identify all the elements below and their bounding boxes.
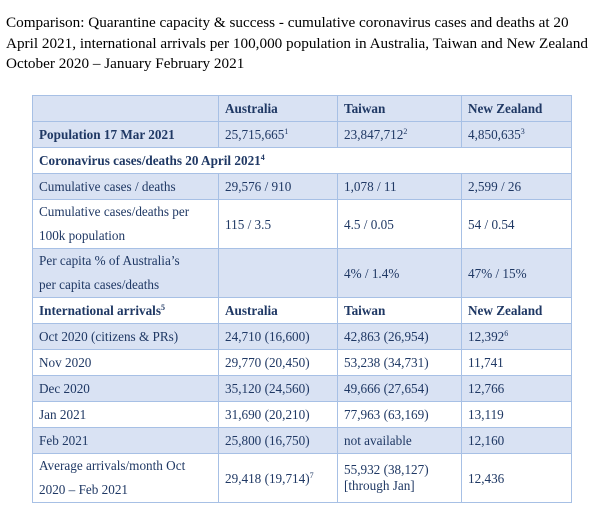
average-label: Average arrivals/month Oct 2020 – Feb 202… bbox=[32, 453, 219, 503]
arrivals-new-zealand: 12,3926 bbox=[461, 323, 572, 350]
table-row: Feb 2021 25,800 (16,750) not available 1… bbox=[32, 427, 572, 454]
arrivals-australia: 25,800 (16,750) bbox=[218, 427, 338, 454]
percapita-label: Per capita % of Australia’s per capita ca… bbox=[32, 248, 219, 298]
arrivals-new-zealand: 13,119 bbox=[461, 401, 572, 428]
per100k-taiwan: 4.5 / 0.05 bbox=[337, 199, 462, 249]
arrivals-taiwan: 49,666 (27,654) bbox=[337, 375, 462, 402]
arrivals-australia: 29,770 (20,450) bbox=[218, 349, 338, 376]
per100k-new-zealand: 54 / 0.54 bbox=[461, 199, 572, 249]
per100k-australia: 115 / 3.5 bbox=[218, 199, 338, 249]
arrivals-header-australia: Australia bbox=[218, 297, 338, 324]
population-row: Population 17 Mar 2021 25,715,6651 23,84… bbox=[32, 121, 572, 148]
header-new-zealand: New Zealand bbox=[461, 95, 572, 122]
per100k-label: Cumulative cases/deaths per 100k populati… bbox=[32, 199, 219, 249]
percapita-australia bbox=[218, 248, 338, 298]
arrivals-month: Feb 2021 bbox=[32, 427, 219, 454]
arrivals-new-zealand: 12,160 bbox=[461, 427, 572, 454]
percapita-new-zealand: 47% / 15% bbox=[461, 248, 572, 298]
cumulative-row: Cumulative cases / deaths 29,576 / 910 1… bbox=[32, 173, 572, 200]
cases-section-label: Coronavirus cases/deaths 20 April 20214 bbox=[32, 147, 572, 174]
population-taiwan: 23,847,7122 bbox=[337, 121, 462, 148]
average-australia: 29,418 (19,714)7 bbox=[218, 453, 338, 503]
table-row: Nov 2020 29,770 (20,450) 53,238 (34,731)… bbox=[32, 349, 572, 376]
header-taiwan: Taiwan bbox=[337, 95, 462, 122]
population-label: Population 17 Mar 2021 bbox=[32, 121, 219, 148]
arrivals-month: Dec 2020 bbox=[32, 375, 219, 402]
comparison-table: Australia Taiwan New Zealand Population … bbox=[32, 95, 572, 503]
population-australia: 25,715,6651 bbox=[218, 121, 338, 148]
cumulative-australia: 29,576 / 910 bbox=[218, 173, 338, 200]
arrivals-header-label: International arrivals5 bbox=[32, 297, 219, 324]
cumulative-taiwan: 1,078 / 11 bbox=[337, 173, 462, 200]
table-row: Oct 2020 (citizens & PRs) 24,710 (16,600… bbox=[32, 323, 572, 350]
caption: Comparison: Quarantine capacity & succes… bbox=[6, 14, 588, 72]
arrivals-header-new-zealand: New Zealand bbox=[461, 297, 572, 324]
arrivals-australia: 31,690 (20,210) bbox=[218, 401, 338, 428]
arrivals-australia: 35,120 (24,560) bbox=[218, 375, 338, 402]
arrivals-month: Oct 2020 (citizens & PRs) bbox=[32, 323, 219, 350]
arrivals-header-row: International arrivals5 Australia Taiwan… bbox=[32, 297, 572, 324]
arrivals-taiwan: 53,238 (34,731) bbox=[337, 349, 462, 376]
arrivals-new-zealand: 12,766 bbox=[461, 375, 572, 402]
arrivals-header-taiwan: Taiwan bbox=[337, 297, 462, 324]
table-row: Jan 2021 31,690 (20,210) 77,963 (63,169)… bbox=[32, 401, 572, 428]
cumulative-new-zealand: 2,599 / 26 bbox=[461, 173, 572, 200]
population-new-zealand: 4,850,6353 bbox=[461, 121, 572, 148]
cumulative-label: Cumulative cases / deaths bbox=[32, 173, 219, 200]
per100k-row: Cumulative cases/deaths per 100k populati… bbox=[32, 199, 572, 249]
table-row: Dec 2020 35,120 (24,560) 49,666 (27,654)… bbox=[32, 375, 572, 402]
average-new-zealand: 12,436 bbox=[461, 453, 572, 503]
arrivals-taiwan: 42,863 (26,954) bbox=[337, 323, 462, 350]
arrivals-month: Jan 2021 bbox=[32, 401, 219, 428]
header-blank bbox=[32, 95, 219, 122]
percapita-taiwan: 4% / 1.4% bbox=[337, 248, 462, 298]
header-australia: Australia bbox=[218, 95, 338, 122]
average-taiwan: 55,932 (38,127) [through Jan] bbox=[337, 453, 462, 503]
arrivals-taiwan: not available bbox=[337, 427, 462, 454]
arrivals-month: Nov 2020 bbox=[32, 349, 219, 376]
table-header-row: Australia Taiwan New Zealand bbox=[32, 95, 572, 122]
arrivals-australia: 24,710 (16,600) bbox=[218, 323, 338, 350]
arrivals-new-zealand: 11,741 bbox=[461, 349, 572, 376]
percapita-row: Per capita % of Australia’s per capita ca… bbox=[32, 248, 572, 298]
arrivals-taiwan: 77,963 (63,169) bbox=[337, 401, 462, 428]
cases-section-row: Coronavirus cases/deaths 20 April 20214 bbox=[32, 147, 572, 174]
average-row: Average arrivals/month Oct 2020 – Feb 202… bbox=[32, 453, 572, 503]
